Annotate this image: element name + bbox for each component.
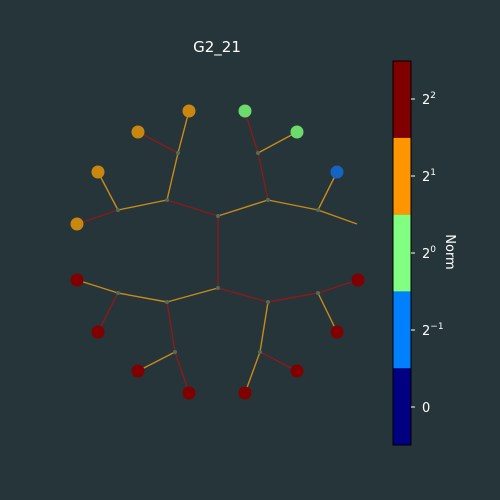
colorbar-band xyxy=(393,61,411,138)
graph-edge xyxy=(174,351,190,394)
graph-hub-node xyxy=(165,198,169,202)
graph-hub-node xyxy=(256,151,260,155)
graph-hub-node xyxy=(266,300,270,304)
graph-leaf-node xyxy=(351,273,365,287)
colorbar-band xyxy=(393,137,411,215)
graph-hub-node xyxy=(266,198,270,202)
colorbar-bands xyxy=(393,61,411,445)
graph-edge xyxy=(267,292,319,303)
colorbar-tick-label: 2−1 xyxy=(422,322,444,339)
graph-hub-node xyxy=(316,291,320,295)
graph-leaf-node xyxy=(330,165,344,179)
graph-edge xyxy=(76,209,119,225)
graph-hub-node xyxy=(116,291,120,295)
graph-edge xyxy=(76,279,119,294)
graph-edge xyxy=(267,199,319,211)
graph-edge xyxy=(244,351,261,394)
graph-edge xyxy=(244,110,259,154)
graph-edge xyxy=(166,199,219,217)
graph-hub-node xyxy=(173,350,177,354)
graph-leaf-node xyxy=(330,325,344,339)
graph-edge xyxy=(97,171,119,211)
colorbar-tick-label: 0 xyxy=(422,401,430,416)
graph-leaf-node xyxy=(182,104,196,118)
colorbar: 0 2−1 20 21 22 Norm xyxy=(392,60,457,446)
graph-leaf-node xyxy=(70,273,84,287)
graph-leaf-node xyxy=(70,217,84,231)
graph-edge xyxy=(137,131,179,154)
graph-leaf-node xyxy=(290,364,304,378)
graph-edge xyxy=(217,287,269,303)
graph-leaf-node xyxy=(238,386,252,400)
graph-edge xyxy=(257,131,298,154)
graph-edge xyxy=(166,287,219,303)
graph-edge xyxy=(166,301,176,353)
graph-hub-node xyxy=(216,286,220,290)
graph-edge xyxy=(257,152,269,201)
colorbar-tick-label: 20 xyxy=(422,245,436,262)
colorbar-tick-label: 21 xyxy=(422,168,436,185)
colorbar-band xyxy=(393,214,411,292)
graph-edge xyxy=(117,292,168,303)
figure-title: G2_21 xyxy=(193,38,241,57)
graph-hub-node xyxy=(258,350,262,354)
graph-edge xyxy=(317,279,359,294)
graph-edge xyxy=(137,351,176,372)
graph-edge xyxy=(97,292,119,333)
colorbar-label: Norm xyxy=(442,234,457,269)
colorbar-tick-label: 22 xyxy=(422,91,436,108)
graph-edge xyxy=(166,152,179,201)
graph-edge xyxy=(317,209,358,225)
graph-edges xyxy=(76,110,359,394)
graph-leaf-node xyxy=(290,125,304,139)
colorbar-ticks: 0 2−1 20 21 22 xyxy=(411,91,444,416)
graph-hub-node xyxy=(316,208,320,212)
graph-leaf-node xyxy=(131,364,145,378)
graph-leaf-node xyxy=(91,325,105,339)
graph-leaf-node xyxy=(238,104,252,118)
graph-edge xyxy=(117,199,168,211)
graph-hub-node xyxy=(165,300,169,304)
graph-nodes xyxy=(70,104,365,400)
graph-leaf-node xyxy=(131,125,145,139)
graph-edge xyxy=(259,301,269,353)
graph-edge xyxy=(217,199,269,217)
graph-edge xyxy=(317,292,338,333)
graph-hub-node xyxy=(176,151,180,155)
graph-leaf-node xyxy=(182,386,196,400)
graph-edge xyxy=(259,351,298,372)
colorbar-band xyxy=(393,368,411,445)
graph-edge xyxy=(177,110,190,154)
graph-leaf-node xyxy=(91,165,105,179)
graph-hub-node xyxy=(216,214,220,218)
colorbar-band xyxy=(393,291,411,369)
graph-hub-node xyxy=(116,208,120,212)
graph-edge xyxy=(317,171,338,211)
